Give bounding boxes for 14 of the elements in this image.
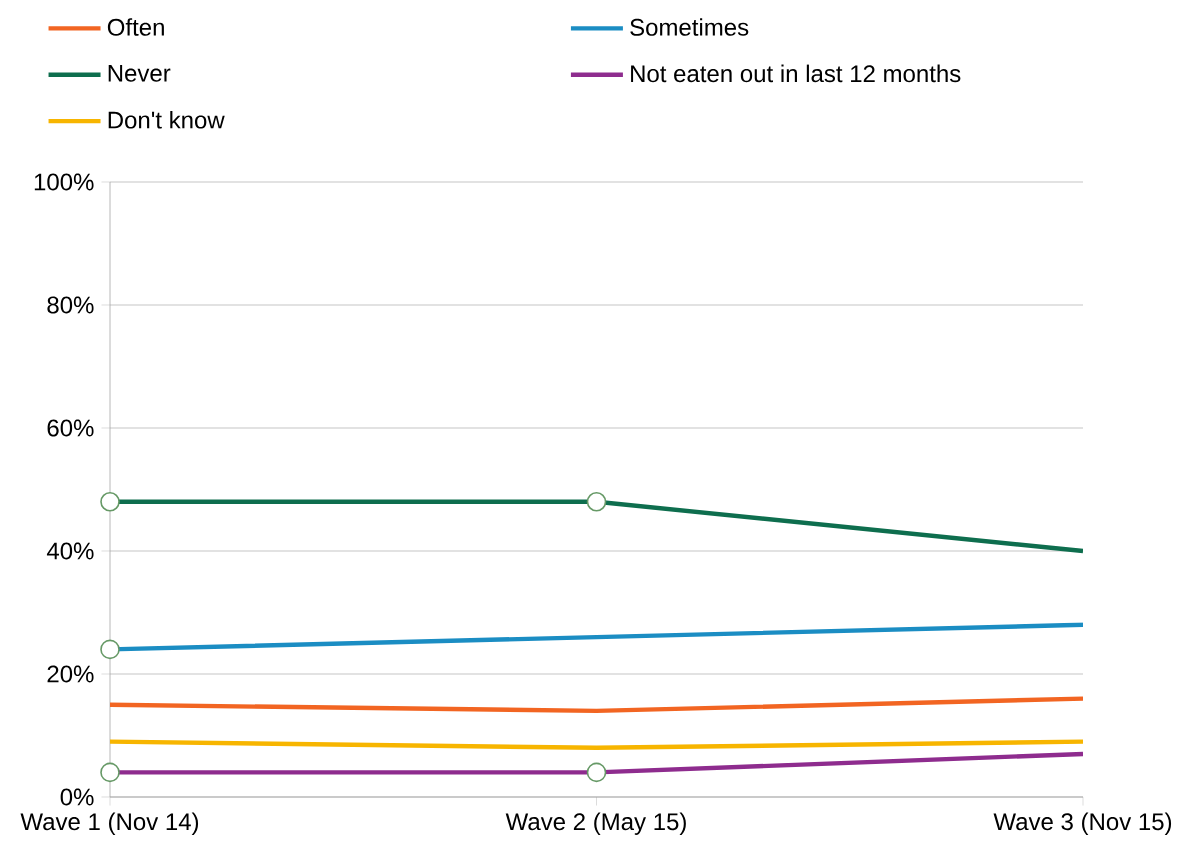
- legend-label: Often: [107, 18, 164, 36]
- x-tick-label: Wave 2 (May 15): [505, 812, 686, 835]
- x-tick-label: Wave 3 (Nov 15): [993, 812, 1172, 835]
- y-tick-label: 40%: [46, 542, 94, 560]
- x-tick-label: Wave 1 (Nov 14): [20, 812, 199, 835]
- y-tick-label: 60%: [47, 419, 94, 437]
- legend-label: Not eaten out in last 12 months: [631, 64, 961, 83]
- y-tick-label: 80%: [47, 296, 94, 314]
- y-tick-label: 100%: [34, 173, 94, 191]
- legend-label: Never: [108, 65, 171, 82]
- y-tick-label: 0%: [60, 788, 94, 806]
- legend-label: Sometimes: [630, 18, 749, 36]
- y-tick-label: 20%: [47, 665, 94, 683]
- legend-label: Don't know: [108, 110, 225, 129]
